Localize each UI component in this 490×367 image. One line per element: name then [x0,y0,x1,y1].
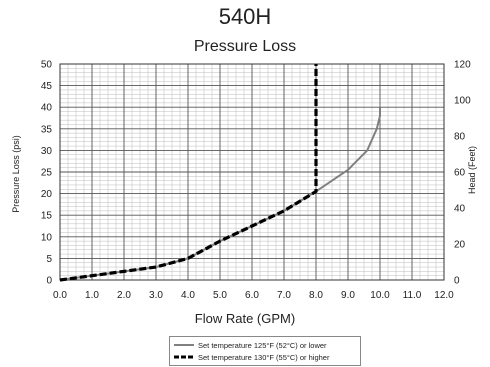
y-tick-label: 50 [41,60,53,71]
legend-swatch-dashed [174,353,194,361]
y2-tick-label: 60 [454,168,466,179]
y-tick-label: 35 [41,124,53,135]
x-tick-label: 8.0 [309,290,323,301]
y2-tick-label: 120 [454,60,471,71]
x-tick-label: 3.0 [149,290,163,301]
chart-title: 540H [218,4,272,29]
x-tick-label: 12.0 [434,290,454,301]
legend: Set temperature 125°F (52°C) or lower Se… [169,336,361,366]
x-tick-label: 2.0 [117,290,131,301]
y-tick-label: 25 [41,168,53,179]
plot-frame [59,63,445,281]
y2-tick-label: 20 [454,240,466,251]
x-tick-label: 0.0 [53,290,67,301]
y-tick-label: 10 [41,232,53,243]
legend-item-125f: Set temperature 125°F (52°C) or lower [174,339,327,351]
x-tick-label: 1.0 [85,290,99,301]
x-tick-label: 11.0 [403,290,422,301]
series-line-dashed [59,64,318,282]
y-tick-label: 0 [46,276,52,287]
x-tick-label: 5.0 [213,290,227,301]
y2-tick-label: 40 [454,204,466,215]
y2-axis-label: Head (Feet) [467,145,477,195]
y-tick-label: 45 [41,81,53,92]
y-axis-label: Pressure Loss (psi) [11,135,21,213]
y-tick-label: 40 [41,103,53,114]
y-tick-label: 20 [41,189,53,200]
x-axis-label: Flow Rate (GPM) [194,311,296,326]
y-tick-label: 5 [46,254,52,265]
legend-label-130f: Set temperature 130°F (55°C) or higher [198,352,330,362]
legend-item-130f: Set temperature 130°F (55°C) or higher [174,351,329,363]
series-line-solid [59,107,381,281]
x-tick-label: 6.0 [245,290,259,301]
legend-label-125f: Set temperature 125°F (52°C) or lower [198,340,327,350]
y2-tick-label: 100 [454,96,471,107]
y-tick-label: 30 [41,146,53,157]
x-tick-label: 4.0 [181,290,195,301]
y-tick-label: 15 [41,211,53,222]
x-tick-label: 9.0 [341,290,355,301]
chart-plot: 0.0 1.0 2.0 3.0 4.0 5.0 6.0 7.0 8.0 9.0 10.0 11.0 12… [41,60,471,302]
y2-tick-label: 80 [454,132,466,143]
y2-tick-label: 0 [454,276,460,287]
legend-swatch-solid [174,341,194,349]
x-tick-label: 10.0 [370,290,390,301]
x-tick-label: 7.0 [277,290,291,301]
chart-subtitle: Pressure Loss [193,38,297,55]
